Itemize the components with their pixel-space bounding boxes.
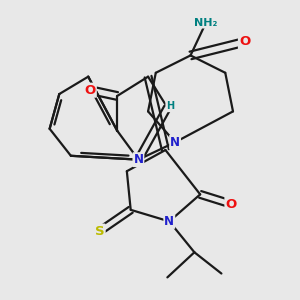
Text: NH₂: NH₂ (194, 18, 218, 28)
Text: O: O (85, 84, 96, 97)
Text: N: N (164, 215, 174, 228)
Text: O: O (225, 197, 237, 211)
Text: N: N (134, 153, 143, 166)
Text: S: S (95, 225, 105, 238)
Text: H: H (166, 101, 174, 111)
Text: O: O (239, 35, 250, 48)
Text: N: N (170, 136, 180, 149)
